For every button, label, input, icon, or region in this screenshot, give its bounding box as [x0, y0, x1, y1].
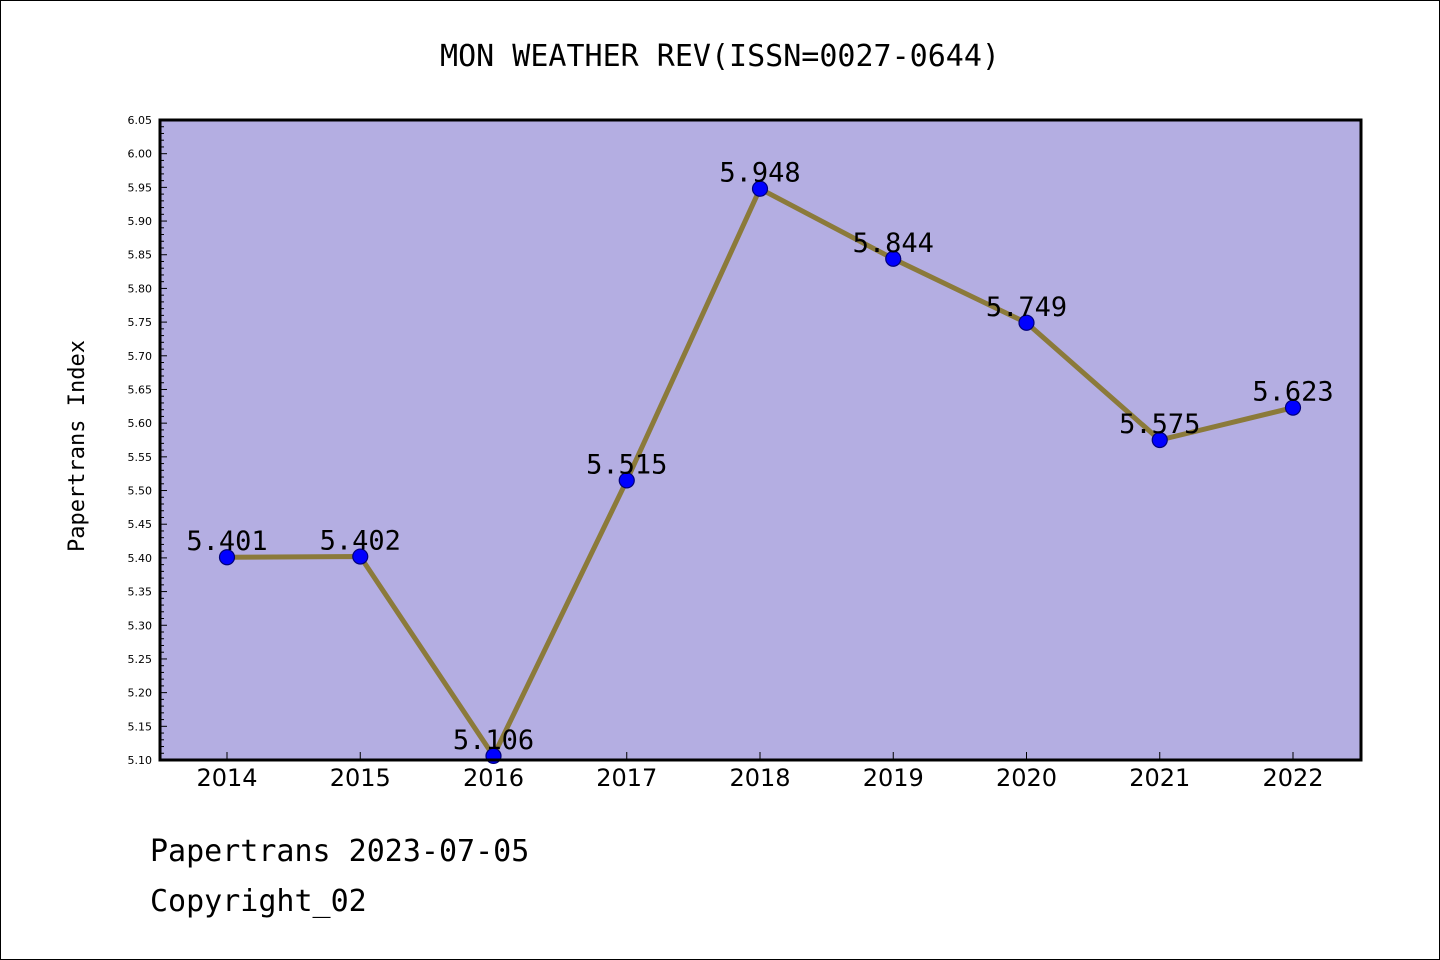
plot-border — [158, 118, 1363, 762]
data-label: 5.515 — [586, 449, 667, 480]
data-point — [618, 472, 635, 489]
y-axis-label: Papertrans Index — [65, 340, 90, 552]
y-tick-label: 5.50 — [128, 485, 153, 498]
footer-copyright: Copyright_02 — [150, 884, 367, 919]
y-tick-label: 6.00 — [128, 148, 153, 161]
chart-title: MON WEATHER REV(ISSN=0027-0644) — [440, 39, 1000, 74]
y-tick-label: 5.85 — [128, 249, 153, 262]
data-point — [1018, 314, 1035, 331]
y-axis: 5.10 5.15 5.20 5.25 5.30 5.35 5.40 5.45 5.50 5.55… — [128, 114, 167, 767]
y-tick-label: 5.75 — [128, 316, 153, 329]
footer-date: Papertrans 2023-07-05 — [150, 834, 530, 869]
y-tick-label: 5.20 — [128, 687, 153, 700]
x-tick-label: 2016 — [463, 764, 524, 792]
y-tick-label: 5.25 — [128, 653, 153, 666]
y-tick-label: 5.40 — [128, 552, 153, 565]
data-point — [1151, 431, 1168, 449]
data-label: 5.106 — [453, 725, 534, 756]
data-label: 5.575 — [1119, 409, 1200, 440]
y-tick-label: 5.35 — [128, 586, 153, 599]
y-tick-label: 5.10 — [128, 754, 153, 767]
x-tick-label: 2019 — [863, 764, 924, 792]
data-labels: 5.401 5.402 5.106 5.515 5.948 5.844 5.749 5.575… — [186, 158, 1333, 756]
data-point — [352, 548, 369, 565]
x-tick-label: 2017 — [596, 764, 657, 792]
data-label: 5.948 — [719, 158, 800, 189]
data-point — [218, 549, 236, 566]
data-label: 5.623 — [1252, 377, 1333, 408]
y-tick-label: 5.80 — [128, 282, 153, 295]
y-tick-label: 6.05 — [128, 114, 153, 127]
y-tick-label: 5.55 — [128, 451, 153, 464]
y-tick-label: 5.65 — [128, 383, 153, 396]
y-tick-label: 5.95 — [128, 181, 153, 194]
y-tick-label: 5.45 — [128, 518, 153, 531]
x-tick-label: 2018 — [729, 764, 790, 792]
x-tick-label: 2022 — [1262, 764, 1323, 792]
data-label: 5.844 — [853, 228, 934, 259]
x-tick-label: 2020 — [996, 764, 1057, 792]
plot-area — [160, 120, 1361, 760]
data-label: 5.749 — [986, 292, 1067, 323]
x-tick-label: 2021 — [1129, 764, 1190, 792]
y-tick-label: 5.60 — [128, 417, 153, 430]
y-tick-label: 5.70 — [128, 350, 153, 363]
y-tick-label: 5.15 — [128, 720, 153, 733]
data-label: 5.402 — [320, 526, 401, 557]
y-tick-label: 5.90 — [128, 215, 153, 228]
x-tick-label: 2015 — [330, 764, 391, 792]
x-tick-label: 2014 — [196, 764, 257, 792]
y-tick-label: 5.30 — [128, 619, 153, 632]
data-point — [1284, 399, 1302, 416]
data-point — [885, 250, 902, 267]
data-label: 5.401 — [186, 526, 267, 557]
data-point — [751, 180, 769, 197]
